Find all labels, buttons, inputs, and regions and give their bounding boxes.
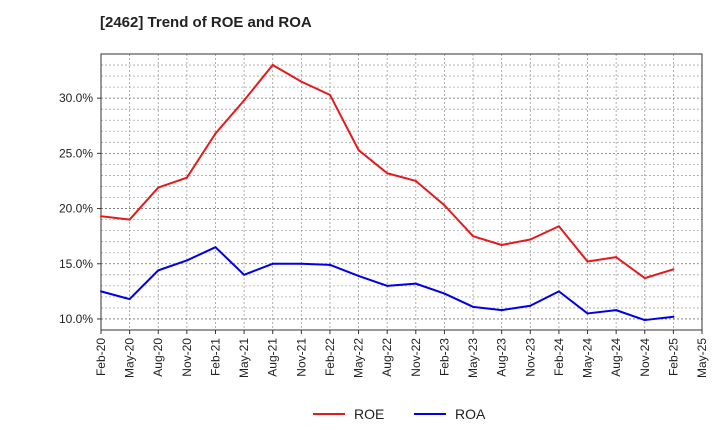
data-point-roa [500,309,503,312]
data-point-roa [328,263,331,266]
x-tick-label: Aug-21 [266,338,280,377]
x-tick-label: Nov-24 [638,338,652,377]
x-tick-label: Nov-21 [294,338,308,377]
x-tick-label: Feb-23 [437,338,451,376]
data-point-roa [128,298,131,301]
data-point-roe [443,204,446,207]
data-point-roe [557,225,560,228]
data-point-roe [643,277,646,280]
x-tick-label: Feb-22 [323,338,337,376]
data-point-roa [357,274,360,277]
data-point-roa [643,319,646,322]
data-point-roe [100,215,102,218]
x-tick-label: May-21 [237,338,251,378]
x-tick-label: Nov-20 [180,338,194,377]
data-point-roa [586,312,589,315]
data-point-roe [300,80,303,83]
x-tick-label: May-24 [581,338,595,378]
plot-area [101,54,702,330]
x-tick-label: Aug-23 [495,338,509,377]
data-point-roa [100,290,102,293]
data-point-roa [300,262,303,265]
data-point-roe [586,260,589,263]
x-tick-label: May-23 [466,338,480,378]
data-point-roa [443,292,446,295]
x-tick-label: May-20 [123,338,137,378]
x-tick-label: Feb-25 [666,338,680,376]
plot-border [100,53,703,331]
data-point-roa [386,284,389,287]
data-point-roe [157,186,160,189]
data-point-roe [243,99,246,102]
x-tick-label: May-22 [352,338,366,378]
legend-label-roe: ROE [354,406,384,422]
data-point-roa [414,282,417,285]
data-point-roa [672,315,675,318]
data-point-roe [357,149,360,152]
x-tick-label: May-25 [695,338,709,378]
data-point-roe [214,132,217,135]
data-point-roe [615,256,618,259]
data-point-roe [500,243,503,246]
data-point-roe [128,218,131,221]
y-tick-label: 30.0% [59,91,93,105]
y-tick-label: 25.0% [59,146,93,160]
data-point-roa [529,304,532,307]
data-point-roa [557,290,560,293]
x-tick-label: Aug-24 [609,338,623,377]
x-tick-label: Feb-24 [552,338,566,376]
x-tick-label: Feb-20 [94,338,108,376]
data-point-roe [386,172,389,175]
data-point-roe [328,93,331,96]
data-point-roe [672,268,675,271]
y-tick-label: 15.0% [59,257,93,271]
data-point-roa [243,273,246,276]
y-tick-label: 10.0% [59,312,93,326]
x-tick-label: Nov-22 [409,338,423,377]
y-tick-label: 20.0% [59,202,93,216]
data-point-roa [157,269,160,272]
data-point-roa [271,262,274,265]
data-point-roa [615,309,618,312]
data-point-roe [472,235,475,238]
data-point-roe [271,64,274,67]
x-tick-label: Feb-21 [208,338,222,376]
data-point-roa [214,246,217,249]
data-point-roe [529,238,532,241]
chart-title: [2462] Trend of ROE and ROA [100,14,312,31]
data-point-roe [414,179,417,182]
x-tick-label: Aug-22 [380,338,394,377]
data-point-roa [185,259,188,262]
data-point-roe [185,176,188,179]
x-tick-label: Aug-20 [151,338,165,377]
x-tick-label: Nov-23 [523,338,537,377]
legend-label-roa: ROA [455,406,486,422]
data-point-roa [472,305,475,308]
